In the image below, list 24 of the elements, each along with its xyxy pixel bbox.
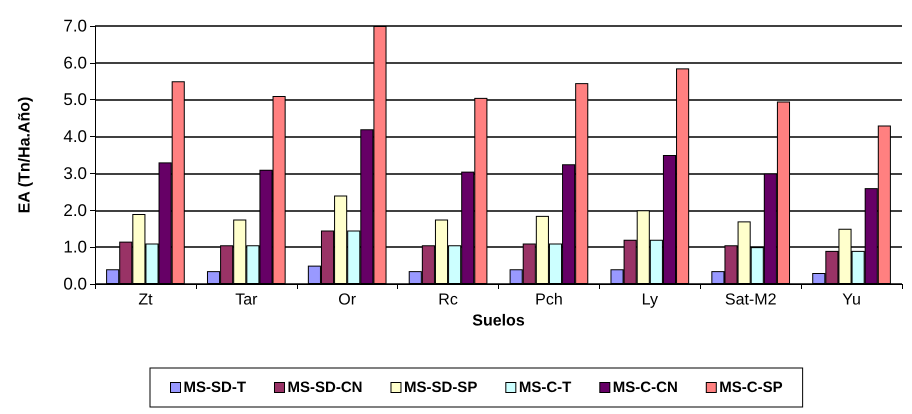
y-tick-label: 0.0 — [63, 274, 87, 294]
y-tick-label: 6.0 — [63, 53, 87, 72]
y-tick-label: 2.0 — [63, 200, 87, 220]
y-tick-label: 7.0 — [63, 16, 87, 36]
x-tick-label: Sat-M2 — [724, 292, 777, 308]
y-axis-title: EA (Tn/Ha.Año) — [16, 96, 34, 214]
legend-label: MS-C-T — [518, 379, 572, 396]
legend-label: MS-C-SP — [719, 379, 783, 396]
legend-label: MS-C-CN — [612, 379, 678, 396]
x-axis-title: Suelos — [472, 312, 525, 330]
legend-label: MS-SD-CN — [287, 379, 362, 396]
x-tick-label: Tar — [235, 292, 258, 308]
y-tick-label: 5.0 — [63, 90, 87, 110]
x-tick-label: Ly — [642, 292, 658, 308]
y-tick-label: 1.0 — [63, 238, 87, 257]
y-tick-label: 3.0 — [63, 164, 87, 183]
x-tick-label: Or — [338, 292, 357, 308]
x-tick-label: Rc — [438, 292, 458, 308]
legend-label: MS-SD-T — [184, 379, 246, 396]
x-tick-label: Zt — [138, 292, 154, 308]
x-tick-label: Yu — [842, 292, 861, 308]
x-tick-label: Pch — [535, 292, 563, 308]
y-tick-label: 4.0 — [63, 127, 87, 146]
legend-label: MS-SD-SP — [404, 379, 478, 396]
